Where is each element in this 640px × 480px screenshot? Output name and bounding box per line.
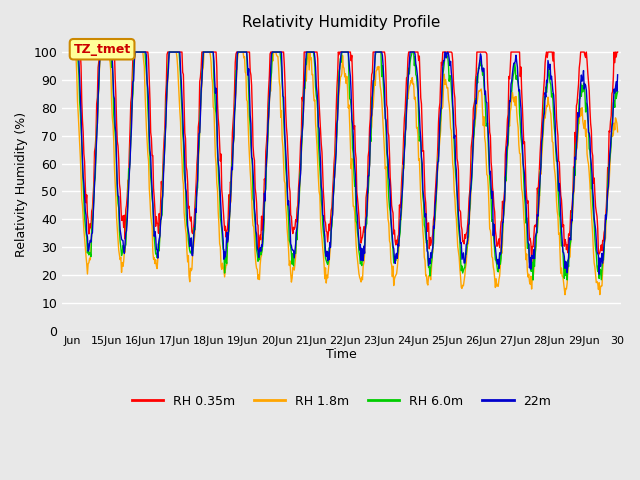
Text: TZ_tmet: TZ_tmet (74, 43, 131, 56)
Title: Relativity Humidity Profile: Relativity Humidity Profile (243, 15, 441, 30)
X-axis label: Time: Time (326, 348, 357, 361)
Y-axis label: Relativity Humidity (%): Relativity Humidity (%) (15, 112, 28, 257)
Legend: RH 0.35m, RH 1.8m, RH 6.0m, 22m: RH 0.35m, RH 1.8m, RH 6.0m, 22m (127, 390, 556, 413)
